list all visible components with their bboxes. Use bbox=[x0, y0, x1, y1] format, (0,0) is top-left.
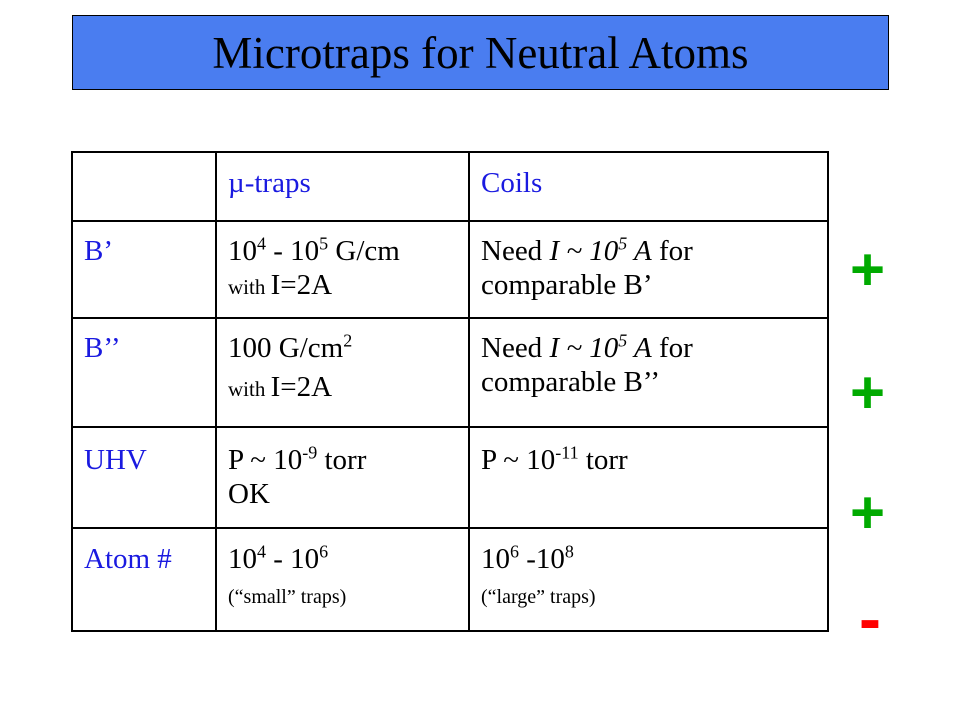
header-cell-coils: Coils bbox=[468, 151, 829, 222]
row-label: Atom # bbox=[71, 527, 217, 632]
traps-cell: 100 G/cm2 with I=2A bbox=[215, 317, 470, 428]
table-row: Atom # 104 - 106 (“small” traps) 106 -10… bbox=[71, 527, 829, 632]
minus-sign: - bbox=[859, 581, 881, 655]
table-row: B’ 104 - 105 G/cm with I=2A Need I ~ 105… bbox=[71, 220, 829, 319]
coils-cell: P ~ 10-11 torr bbox=[468, 426, 829, 529]
row-label: B’ bbox=[71, 220, 217, 319]
header-cell-microtraps: µ-traps bbox=[215, 151, 470, 222]
slide-title: Microtraps for Neutral Atoms bbox=[212, 27, 749, 78]
title-bar: Microtraps for Neutral Atoms bbox=[72, 15, 889, 90]
row-label: B’’ bbox=[71, 317, 217, 428]
traps-cell: 104 - 106 (“small” traps) bbox=[215, 527, 470, 632]
plus-sign: + bbox=[850, 359, 886, 426]
coils-cell: Need I ~ 105 A for comparable B’ bbox=[468, 220, 829, 319]
header-cell-empty bbox=[71, 151, 217, 222]
traps-cell: P ~ 10-9 torr OK bbox=[215, 426, 470, 529]
table-header-row: µ-traps Coils bbox=[71, 151, 829, 222]
row-label: UHV bbox=[71, 426, 217, 529]
comparison-table: µ-traps Coils B’ 104 - 105 G/cm with I=2… bbox=[71, 151, 829, 632]
plus-sign: + bbox=[850, 236, 886, 303]
plus-sign: + bbox=[850, 479, 886, 546]
table-row: UHV P ~ 10-9 torr OK P ~ 10-11 torr bbox=[71, 426, 829, 529]
traps-cell: 104 - 105 G/cm with I=2A bbox=[215, 220, 470, 319]
coils-cell: 106 -108 (“large” traps) bbox=[468, 527, 829, 632]
coils-cell: Need I ~ 105 A for comparable B’’ bbox=[468, 317, 829, 428]
table-row: B’’ 100 G/cm2 with I=2A Need I ~ 105 A f… bbox=[71, 317, 829, 428]
